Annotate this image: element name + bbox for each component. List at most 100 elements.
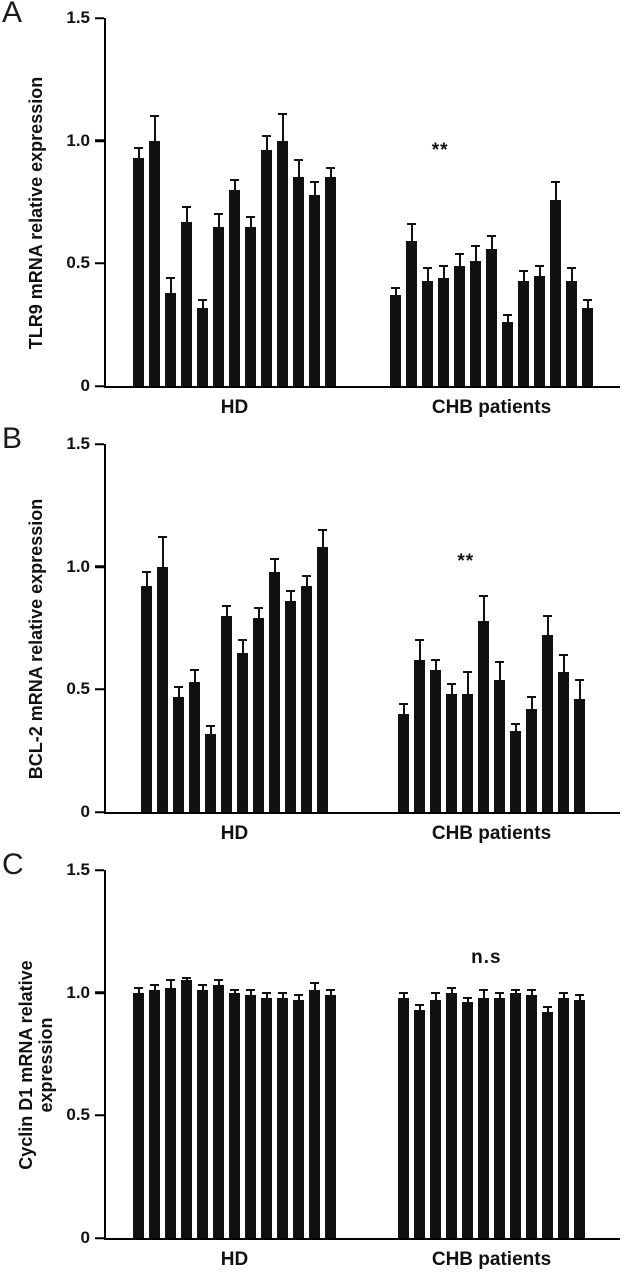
bar-column <box>414 444 425 812</box>
plot-area: 0 0.5 1.0 1.5 HD CHB patients n.s <box>66 860 620 1270</box>
bar-group: HD <box>106 870 363 1270</box>
bar <box>237 652 248 812</box>
error-bar-line <box>209 726 212 734</box>
error-bar-cap <box>166 979 175 982</box>
bar-column <box>454 18 465 386</box>
error-bar-cap <box>399 703 408 706</box>
error-bar-cap <box>527 695 536 698</box>
plot-area: 0 0.5 1.0 1.5 HD CHB patients ** <box>66 434 620 844</box>
bar-groups: HD CHB patients <box>106 444 620 844</box>
bar-column <box>269 444 280 812</box>
bar-column <box>422 18 433 386</box>
error-bar-line <box>185 206 188 222</box>
error-bar-line <box>321 529 324 548</box>
error-bar-cap <box>455 252 464 255</box>
error-bar-line <box>442 265 445 279</box>
error-bar-cap <box>439 264 448 267</box>
y-tick-mark <box>95 1114 104 1117</box>
error-bar-line <box>145 571 148 587</box>
error-bar-cap <box>463 671 472 674</box>
bar-column <box>542 444 553 812</box>
bar-column <box>141 444 152 812</box>
error-bar-line <box>498 662 501 680</box>
error-bar-cap <box>495 661 504 664</box>
bar-column <box>462 444 473 812</box>
bar-group: HD <box>106 18 363 418</box>
bar-column <box>526 444 537 812</box>
error-bar-cap <box>254 607 263 610</box>
error-bar-cap <box>262 991 271 994</box>
y-tick-mark <box>95 810 104 814</box>
panel-letter-A: A <box>2 0 23 29</box>
bar <box>430 669 441 812</box>
bar-column <box>197 870 208 1238</box>
error-bar-cap <box>487 235 496 238</box>
error-bar-line <box>538 265 541 276</box>
error-bar-cap <box>447 683 456 686</box>
bar-column <box>502 18 513 386</box>
error-bar-line <box>450 684 453 695</box>
error-bar-cap <box>150 115 159 118</box>
y-tick-label: 1.5 <box>66 8 90 27</box>
bar-column <box>550 18 561 386</box>
bar <box>550 199 561 386</box>
bar <box>446 694 457 812</box>
error-bar-cap <box>583 299 592 302</box>
error-bar-cap <box>310 181 319 184</box>
error-bar-line <box>394 287 397 296</box>
error-bar-line <box>169 278 172 293</box>
bar <box>309 194 320 386</box>
bar <box>221 615 232 812</box>
bar-column <box>309 18 320 386</box>
error-bar-cap <box>431 658 440 661</box>
bar <box>478 620 489 812</box>
error-bar-cap <box>519 269 528 272</box>
bar <box>414 659 425 812</box>
bar-column <box>309 870 320 1238</box>
error-bar-line <box>273 559 276 572</box>
y-tick-mark <box>95 1236 104 1240</box>
bar <box>133 157 144 386</box>
bar-column <box>317 444 328 812</box>
bar <box>285 601 296 812</box>
bar-column <box>430 870 441 1238</box>
error-bar-line <box>249 216 252 227</box>
error-bar-cap <box>302 575 311 578</box>
error-bar-cap <box>479 989 488 992</box>
bar-column <box>406 18 417 386</box>
error-bar-cap <box>190 668 199 671</box>
error-bar-line <box>201 300 204 308</box>
bar-column <box>518 18 529 386</box>
bar <box>189 681 200 812</box>
bar <box>430 1000 441 1238</box>
error-bar-line <box>434 659 437 670</box>
bar <box>149 140 160 386</box>
y-axis-ticks: 0 0.5 1.0 1.5 <box>66 434 620 821</box>
significance-annotation: ** <box>431 139 449 161</box>
bar-column <box>181 870 192 1238</box>
error-bar-cap <box>142 570 151 573</box>
error-bar-line <box>402 704 405 714</box>
bar-column <box>301 444 312 812</box>
y-tick-label: 1.5 <box>66 860 90 879</box>
error-bar-cap <box>559 654 568 656</box>
error-bar-line <box>177 686 180 697</box>
error-bar-cap <box>246 989 255 992</box>
bar-column <box>325 18 336 386</box>
y-tick-mark <box>95 139 104 142</box>
bar-column <box>277 870 288 1238</box>
error-bar-cap <box>294 994 303 997</box>
bar <box>518 280 529 386</box>
bar-column <box>149 18 160 386</box>
error-bar-line <box>217 980 220 986</box>
error-bar-line <box>482 990 485 998</box>
bar <box>293 177 304 386</box>
bar <box>558 997 569 1238</box>
error-bar-line <box>329 167 332 178</box>
bar <box>133 992 144 1238</box>
error-bar-cap <box>551 181 560 184</box>
bar <box>494 997 505 1238</box>
error-bar-cap <box>318 528 327 531</box>
bar <box>157 566 168 812</box>
bar-column <box>213 870 224 1238</box>
